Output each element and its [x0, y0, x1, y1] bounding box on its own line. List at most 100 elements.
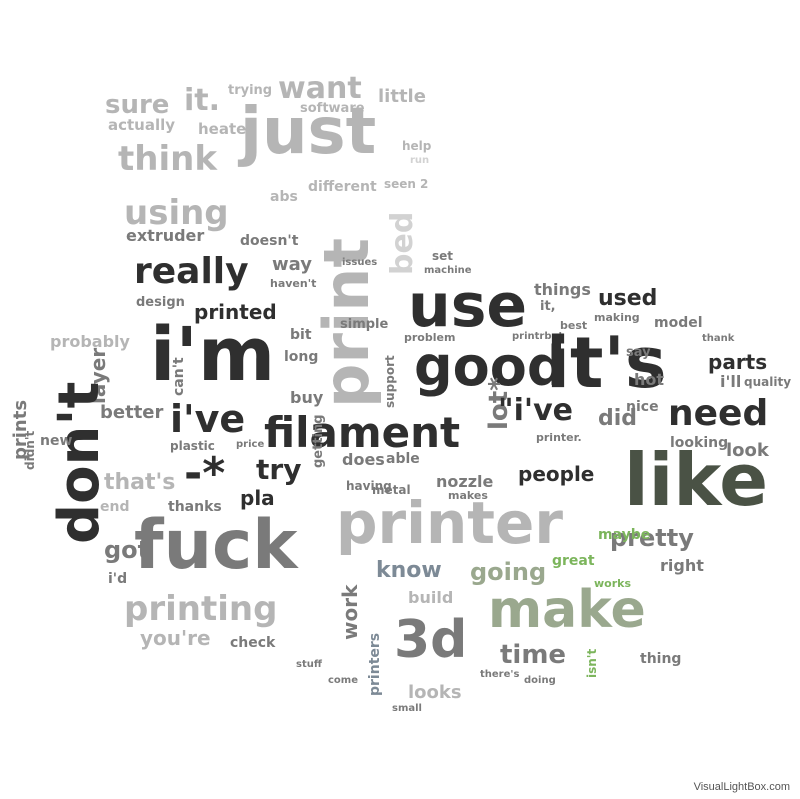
- word-printing: printing: [124, 589, 278, 629]
- word-able: able: [386, 451, 420, 467]
- word-best: best: [560, 319, 588, 332]
- word-ive-small: i've: [170, 397, 246, 441]
- word-thanks: thanks: [168, 499, 222, 515]
- word-filament: filament: [264, 408, 461, 457]
- word-nice: nice: [626, 399, 659, 415]
- word-pretty: pretty: [610, 524, 694, 552]
- word-its: it's: [546, 322, 667, 404]
- word-having: having: [346, 479, 392, 493]
- word-got: got: [104, 536, 150, 564]
- word-try: try: [256, 453, 302, 486]
- word-maybe: maybe: [598, 527, 651, 543]
- word-make: make: [488, 580, 646, 640]
- word-id: i'd: [108, 571, 128, 587]
- word-dash-star: -*: [184, 448, 226, 499]
- word-ill: i'll: [720, 372, 742, 391]
- word-support: support: [383, 355, 397, 408]
- word-simple: simple: [340, 317, 389, 332]
- word-say: say: [626, 345, 651, 360]
- word-thing: thing: [640, 651, 682, 667]
- word-end: end: [100, 499, 130, 515]
- word-it-period: it.: [184, 83, 221, 118]
- word-problem: problem: [404, 331, 456, 344]
- word-doesnt: doesn't: [240, 233, 299, 249]
- word-quote-ive: "i've: [498, 393, 573, 428]
- word-like: like: [624, 438, 769, 522]
- word-getting: getting: [311, 414, 326, 468]
- word-actually: actually: [108, 116, 176, 134]
- word-issues: issues: [342, 257, 378, 268]
- word-think: think: [118, 139, 217, 179]
- word-cant: can't: [171, 357, 187, 396]
- word-stuff: stuff: [296, 659, 322, 670]
- watermark-text: VisualLightBox.com: [693, 781, 790, 793]
- word-people: people: [518, 462, 595, 486]
- word-3d: 3d: [394, 610, 468, 670]
- word-better: better: [100, 402, 164, 423]
- word-2: 2: [420, 177, 429, 191]
- word-printed: printed: [194, 300, 277, 324]
- word-im: i'm: [150, 312, 276, 398]
- word-run: run: [410, 155, 430, 166]
- word-little: little: [378, 86, 426, 107]
- word-isnt: isn't: [585, 648, 599, 678]
- word-it-comma: it,: [540, 299, 556, 314]
- word-use: use: [408, 271, 528, 341]
- word-metal: metal: [372, 483, 411, 497]
- word-right: right: [660, 556, 704, 575]
- word-thank: thank: [702, 333, 735, 344]
- word-probably: probably: [50, 332, 130, 351]
- word-different: different: [308, 179, 377, 195]
- word-know: know: [376, 558, 442, 583]
- word-come: come: [328, 675, 358, 686]
- word-good: good: [414, 335, 566, 398]
- word-printers: printers: [367, 632, 383, 696]
- word-things: things: [534, 280, 591, 299]
- word-work: work: [338, 584, 362, 640]
- word-way: way: [272, 254, 312, 275]
- word-printrbot: printrbot: [512, 331, 564, 342]
- word-nozzle: nozzle: [436, 472, 494, 491]
- word-printer-period: printer.: [536, 431, 582, 444]
- word-extruder: extruder: [126, 226, 205, 245]
- word-quality: quality: [744, 375, 792, 389]
- word-model: model: [654, 315, 703, 331]
- word-parts: parts: [708, 350, 768, 374]
- word-great: great: [552, 553, 595, 569]
- word-works: works: [594, 577, 632, 590]
- word-did: did: [598, 406, 638, 431]
- word-thats: that's: [104, 470, 176, 495]
- word-price: price: [236, 439, 265, 450]
- word-need: need: [668, 393, 769, 434]
- word-doing: doing: [524, 675, 556, 686]
- word-looks: looks: [408, 682, 462, 703]
- word-trying: trying: [228, 83, 273, 98]
- word-youre: you're: [140, 626, 211, 650]
- word-bit: bit: [290, 327, 312, 343]
- word-pla: pla: [240, 486, 275, 510]
- word-seen: seen: [384, 177, 416, 191]
- word-new: new: [40, 433, 73, 449]
- word-really: really: [134, 251, 249, 292]
- word-sure: sure: [105, 90, 170, 120]
- word-small: small: [392, 703, 422, 714]
- word-making: making: [594, 311, 640, 324]
- word-used: used: [598, 286, 658, 311]
- word-buy: buy: [290, 388, 324, 407]
- word-printer: printer: [336, 489, 563, 557]
- word-havent: haven't: [270, 277, 317, 290]
- word-want: want: [278, 71, 362, 106]
- word-build: build: [408, 588, 454, 607]
- word-theres: there's: [480, 669, 520, 680]
- word-bed: bed: [385, 211, 420, 275]
- word-help: help: [402, 139, 432, 153]
- word-hot: hot: [634, 370, 665, 389]
- word-design: design: [136, 295, 185, 310]
- word-going: going: [470, 558, 547, 586]
- word-set: set: [432, 249, 454, 263]
- word-abs: abs: [270, 189, 298, 205]
- word-plastic: plastic: [170, 439, 215, 453]
- word-look: look: [726, 440, 769, 461]
- word-check: check: [230, 635, 276, 651]
